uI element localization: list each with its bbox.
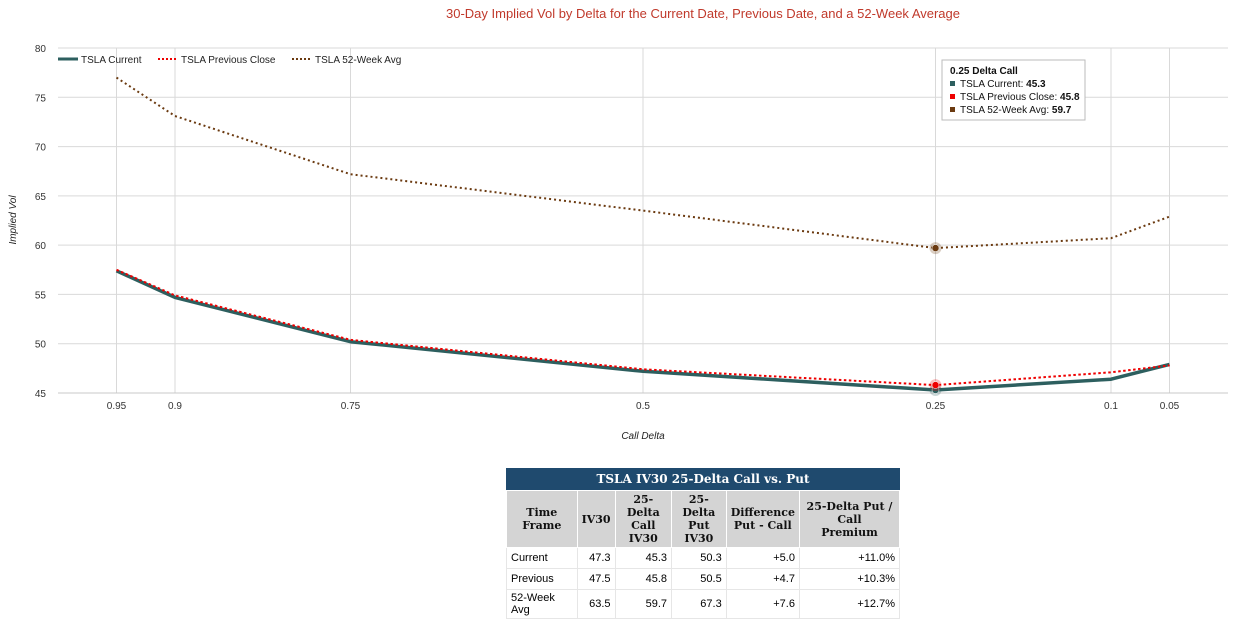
series-line-0	[115, 269, 1170, 392]
table-header-row: Time Frame IV30 25-Delta Call IV30 25-Delta P…	[506, 490, 901, 548]
table-cell: +12.7%	[798, 589, 901, 619]
x-axis-title: Call Delta	[621, 431, 665, 442]
table-cell: +11.0%	[798, 547, 901, 569]
y-tick-label: 45	[35, 389, 47, 400]
table-header-cell: Time Frame	[506, 490, 578, 548]
y-tick-label: 65	[35, 192, 47, 203]
table-row: 52-Week Avg 63.5 59.7 67.3 +7.6 +12.7%	[506, 589, 901, 619]
table-cell: +5.0	[725, 547, 800, 569]
hover-markers	[929, 242, 942, 397]
tooltip-swatch	[950, 107, 955, 112]
x-tick-label: 0.95	[107, 401, 127, 412]
table-row: Current 47.3 45.3 50.3 +5.0 +11.0%	[506, 547, 901, 569]
table-header-cell: 25-Delta Put IV30	[671, 490, 727, 548]
table-cell: +4.7	[725, 568, 800, 590]
hover-marker	[931, 381, 940, 389]
table-cell: 47.5	[576, 568, 616, 590]
legend-label-0[interactable]: TSLA Current	[81, 55, 142, 66]
y-tick-label: 50	[35, 340, 47, 351]
y-tick-label: 60	[35, 241, 47, 252]
series-line-2	[115, 76, 1170, 250]
x-tick-label: 0.25	[926, 401, 946, 412]
x-tick-label: 0.5	[636, 401, 650, 412]
table-row: Previous 47.5 45.8 50.5 +4.7 +10.3%	[506, 568, 901, 590]
y-axis-title: Implied Vol	[8, 195, 19, 245]
call-put-summary-table: TSLA IV30 25-Delta Call vs. Put Time Fra…	[506, 468, 901, 619]
gridlines	[58, 47, 1228, 394]
x-tick-label: 0.75	[341, 401, 361, 412]
table-header-cell: 25-Delta Put / Call Premium	[798, 490, 901, 548]
table-cell: 45.3	[614, 547, 673, 569]
table-cell: 67.3	[671, 589, 727, 619]
table-title: TSLA IV30 25-Delta Call vs. Put	[506, 468, 900, 490]
table-cell: 45.8	[614, 568, 673, 590]
tooltip-box	[941, 59, 1086, 121]
y-tick-label: 80	[35, 44, 47, 55]
table-cell: 63.5	[576, 589, 616, 619]
x-tick-label: 0.1	[1104, 401, 1118, 412]
tooltip-swatch	[950, 94, 955, 99]
y-axis-ticks: 45 50 55 60 65 70 75 80	[35, 44, 47, 400]
y-tick-label: 75	[35, 93, 47, 104]
table-header-cell: Difference Put - Call	[725, 490, 800, 548]
table-cell: 47.3	[576, 547, 616, 569]
table-body: Current 47.3 45.3 50.3 +5.0 +11.0% Previous 47.…	[506, 547, 901, 619]
tooltip-title: 0.25 Delta Call	[950, 66, 1018, 77]
x-tick-label: 0.05	[1160, 401, 1180, 412]
tooltip-row: TSLA Current: 45.3	[960, 79, 1046, 90]
tooltip-swatch	[950, 81, 955, 86]
legend-label-2[interactable]: TSLA 52-Week Avg	[315, 55, 401, 66]
tooltip-row: TSLA 52-Week Avg: 59.7	[960, 105, 1072, 116]
y-tick-label: 55	[35, 290, 47, 301]
x-axis-ticks: 0.95 0.9 0.75 0.5 0.25 0.1 0.05	[107, 401, 1180, 412]
hover-marker	[931, 244, 940, 252]
table-cell: +10.3%	[798, 568, 901, 590]
table-header-cell: 25-Delta Call IV30	[614, 490, 673, 548]
tooltip: 0.25 Delta Call TSLA Current: 45.3 TSLA P…	[941, 59, 1086, 121]
table-cell: Current	[506, 547, 578, 569]
table-cell: +7.6	[725, 589, 800, 619]
table-cell: Previous	[506, 568, 578, 590]
legend-label-1[interactable]: TSLA Previous Close	[181, 55, 276, 66]
y-tick-label: 70	[35, 143, 47, 154]
chart-title: 30-Day Implied Vol by Delta for the Curr…	[446, 6, 960, 21]
legend[interactable]: TSLA Current TSLA Previous Close TSLA 52-W…	[58, 55, 401, 66]
table-cell: 52-Week Avg	[506, 589, 578, 619]
table-header-cell: IV30	[576, 490, 616, 548]
table-cell: 59.7	[614, 589, 673, 619]
table-cell: 50.5	[671, 568, 727, 590]
tooltip-row: TSLA Previous Close: 45.8	[960, 92, 1080, 103]
implied-vol-chart: 30-Day Implied Vol by Delta for the Curr…	[8, 6, 1228, 442]
x-tick-label: 0.9	[168, 401, 182, 412]
series-lines	[115, 76, 1170, 392]
table-cell: 50.3	[671, 547, 727, 569]
